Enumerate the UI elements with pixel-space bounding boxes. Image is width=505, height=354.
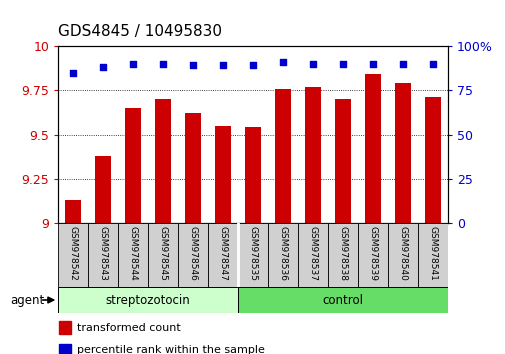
Text: GSM978538: GSM978538	[338, 226, 347, 281]
Text: streptozotocin: streptozotocin	[106, 293, 190, 307]
Bar	[184, 113, 201, 223]
Text: GSM978540: GSM978540	[397, 226, 407, 281]
FancyBboxPatch shape	[327, 223, 357, 287]
Bar	[155, 99, 171, 223]
Text: GSM978547: GSM978547	[218, 226, 227, 281]
FancyBboxPatch shape	[58, 223, 88, 287]
Point	[129, 61, 137, 67]
Point	[368, 61, 376, 67]
FancyBboxPatch shape	[357, 223, 387, 287]
Text: transformed count: transformed count	[77, 323, 181, 333]
FancyBboxPatch shape	[148, 223, 178, 287]
Text: GSM978545: GSM978545	[158, 226, 167, 281]
Text: GSM978543: GSM978543	[98, 226, 108, 281]
Bar	[274, 88, 291, 223]
Point	[248, 63, 257, 68]
Text: GSM978537: GSM978537	[308, 226, 317, 281]
FancyBboxPatch shape	[58, 287, 237, 313]
FancyBboxPatch shape	[88, 223, 118, 287]
Bar	[364, 74, 380, 223]
Point	[159, 61, 167, 67]
Bar	[304, 87, 321, 223]
Bar	[125, 108, 141, 223]
FancyBboxPatch shape	[118, 223, 148, 287]
Text: agent: agent	[10, 293, 44, 307]
Text: GSM978535: GSM978535	[248, 226, 257, 281]
Text: control: control	[322, 293, 363, 307]
Point	[398, 61, 406, 67]
Bar	[59, 321, 71, 334]
Bar	[394, 83, 410, 223]
FancyBboxPatch shape	[237, 287, 447, 313]
Bar	[214, 126, 231, 223]
Text: GSM978541: GSM978541	[427, 226, 436, 281]
Bar	[59, 343, 71, 354]
Bar	[244, 127, 261, 223]
Text: GDS4845 / 10495830: GDS4845 / 10495830	[58, 24, 222, 39]
Point	[278, 59, 286, 65]
Point	[428, 61, 436, 67]
FancyBboxPatch shape	[237, 223, 268, 287]
Text: GSM978539: GSM978539	[368, 226, 377, 281]
Text: GSM978542: GSM978542	[69, 226, 78, 281]
FancyBboxPatch shape	[297, 223, 327, 287]
Point	[338, 61, 346, 67]
FancyBboxPatch shape	[268, 223, 297, 287]
FancyBboxPatch shape	[208, 223, 237, 287]
Point	[189, 63, 197, 68]
Bar	[424, 97, 440, 223]
Bar	[65, 200, 81, 223]
Bar	[95, 156, 111, 223]
FancyBboxPatch shape	[417, 223, 447, 287]
Point	[219, 63, 227, 68]
Text: GSM978536: GSM978536	[278, 226, 287, 281]
Text: GSM978546: GSM978546	[188, 226, 197, 281]
FancyBboxPatch shape	[387, 223, 417, 287]
Point	[308, 61, 316, 67]
Point	[99, 64, 107, 70]
Text: percentile rank within the sample: percentile rank within the sample	[77, 345, 265, 354]
FancyBboxPatch shape	[178, 223, 208, 287]
Bar	[334, 99, 350, 223]
Point	[69, 70, 77, 75]
Text: GSM978544: GSM978544	[128, 226, 137, 281]
